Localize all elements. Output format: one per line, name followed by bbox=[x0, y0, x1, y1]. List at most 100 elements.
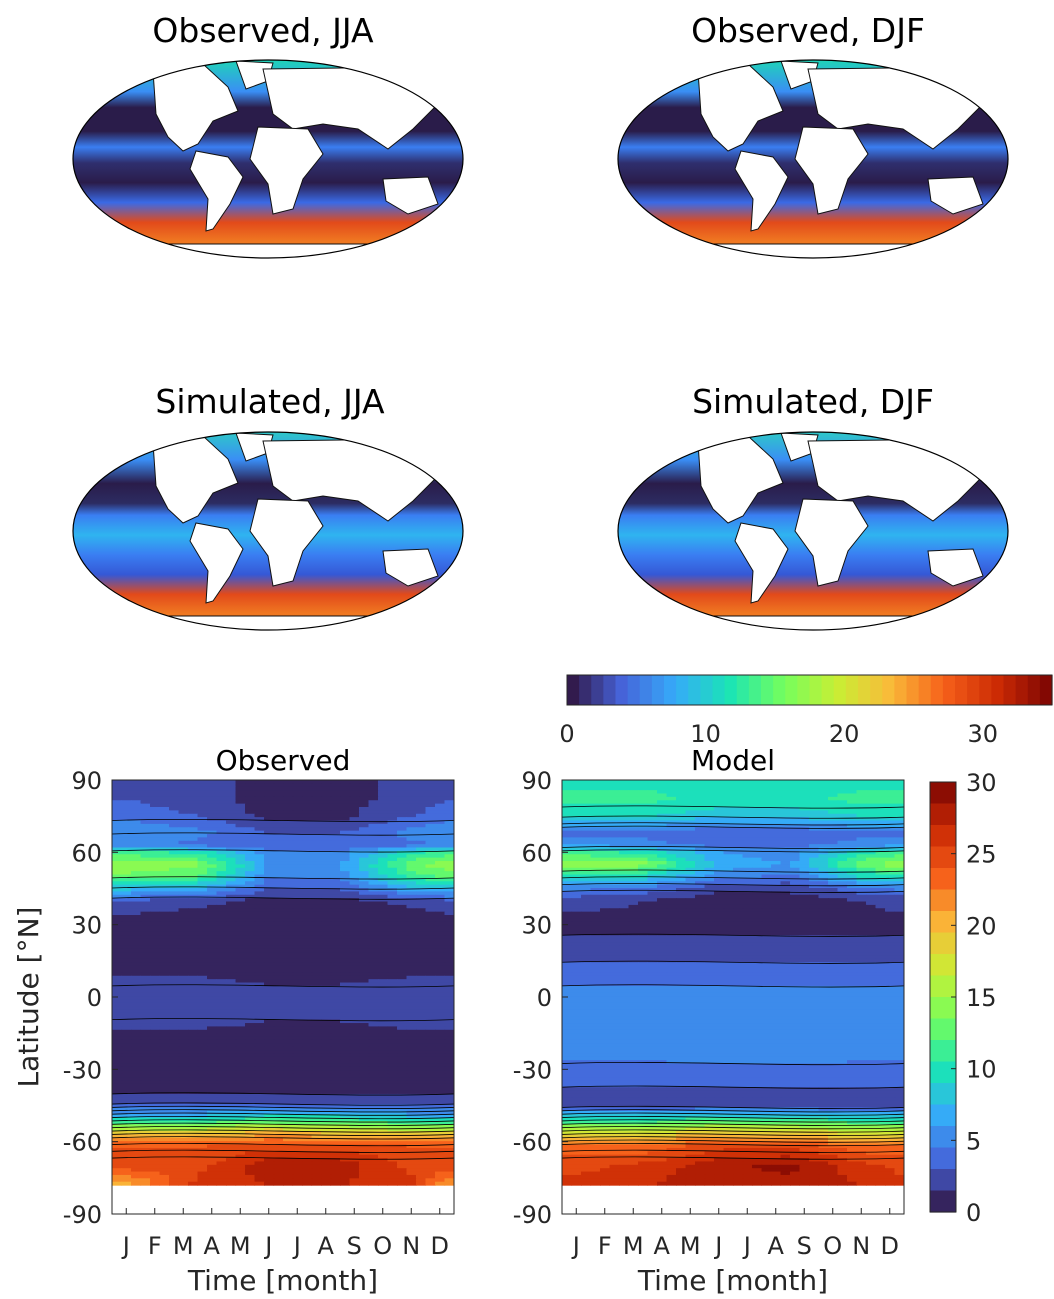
contour-cell bbox=[292, 834, 303, 838]
contour-cell bbox=[387, 952, 398, 957]
contour-cell bbox=[112, 969, 123, 974]
contour-cell bbox=[245, 840, 256, 845]
contour-cell bbox=[188, 958, 199, 963]
contour-cell bbox=[406, 874, 417, 879]
contour-cell bbox=[302, 1131, 313, 1136]
contour-cell bbox=[273, 790, 284, 795]
contour-cell bbox=[619, 796, 630, 801]
contour-cell bbox=[112, 1161, 123, 1166]
contour-cell bbox=[216, 908, 227, 913]
contour-cell bbox=[349, 1046, 360, 1051]
contour-cell bbox=[169, 952, 180, 957]
contour-cell bbox=[140, 1147, 151, 1152]
contour-cell bbox=[406, 1168, 417, 1173]
contour-cell bbox=[330, 1026, 341, 1031]
contour-cell bbox=[349, 911, 360, 916]
contour-cell bbox=[444, 847, 454, 852]
contour-cell bbox=[273, 844, 284, 849]
contour-cell bbox=[292, 1124, 303, 1129]
contour-cell bbox=[283, 1036, 294, 1041]
contour-cell bbox=[387, 1164, 398, 1169]
contour-cell bbox=[226, 1100, 237, 1105]
contour-cell bbox=[311, 1131, 322, 1136]
contour-cell bbox=[321, 942, 332, 947]
contour-cell bbox=[397, 1124, 408, 1129]
contour-cell bbox=[340, 871, 351, 876]
contour-cell bbox=[150, 780, 161, 784]
contour-cell bbox=[121, 1002, 132, 1007]
hcbar-swatch bbox=[664, 675, 677, 705]
contour-cell bbox=[425, 908, 436, 913]
contour-cell bbox=[321, 820, 332, 825]
contour-cell bbox=[112, 874, 123, 879]
contour-cell bbox=[112, 1050, 123, 1055]
contour-cell bbox=[302, 1077, 313, 1082]
contour-cell bbox=[245, 786, 256, 791]
contour-cell bbox=[425, 1164, 436, 1169]
contour-cell bbox=[283, 1077, 294, 1082]
contour-cell bbox=[150, 1110, 161, 1115]
contour-cell bbox=[733, 817, 744, 822]
contour-cell bbox=[330, 1141, 341, 1146]
contour-cell bbox=[321, 817, 332, 822]
contour-cell bbox=[444, 834, 454, 838]
contour-cell bbox=[112, 962, 123, 967]
contour-cell bbox=[302, 1053, 313, 1058]
contour-cell bbox=[397, 894, 408, 899]
contour-cell bbox=[254, 867, 265, 872]
contour-cell bbox=[188, 935, 199, 940]
contour-cell bbox=[397, 979, 408, 984]
contour-cell bbox=[321, 1131, 332, 1136]
contour-cell bbox=[416, 1114, 427, 1119]
contour-cell bbox=[397, 1060, 408, 1065]
contour-cell bbox=[425, 780, 436, 784]
contour-cell bbox=[340, 1033, 351, 1038]
contour-cell bbox=[292, 1070, 303, 1075]
contour-cell bbox=[368, 952, 379, 957]
contour-cell bbox=[425, 810, 436, 815]
contour-cell bbox=[302, 783, 313, 788]
contour-cell bbox=[112, 989, 123, 994]
contour-cell bbox=[368, 1134, 379, 1139]
contour-cell bbox=[340, 800, 351, 805]
contour-cell bbox=[207, 908, 218, 913]
contour-cell bbox=[378, 925, 389, 930]
contour-cell bbox=[302, 1033, 313, 1038]
contour-cell bbox=[340, 813, 351, 818]
contour-cell bbox=[562, 803, 573, 808]
contour-cell bbox=[311, 1039, 322, 1044]
contour-cell bbox=[150, 911, 161, 916]
contour-cell bbox=[780, 783, 791, 788]
contour-cell bbox=[131, 800, 142, 805]
contour-cell bbox=[378, 1107, 389, 1112]
contour-cell bbox=[311, 931, 322, 936]
contour-cell bbox=[330, 1117, 341, 1122]
contour-cell bbox=[406, 918, 417, 923]
contour-cell bbox=[121, 918, 132, 923]
contour-cell bbox=[178, 864, 189, 869]
contour-cell bbox=[112, 780, 123, 784]
contour-cell bbox=[197, 1036, 208, 1041]
contour-cell bbox=[349, 857, 360, 862]
contour-cell bbox=[207, 823, 218, 828]
contour-cell bbox=[406, 1127, 417, 1132]
contour-cell bbox=[273, 911, 284, 916]
contour-cell bbox=[416, 1124, 427, 1129]
contour-cell bbox=[226, 1137, 237, 1142]
contour-cell bbox=[273, 1060, 284, 1065]
contour-cell bbox=[112, 786, 123, 791]
contour-cell bbox=[292, 972, 303, 977]
contour-cell bbox=[131, 891, 142, 896]
contour-cell bbox=[416, 1144, 427, 1149]
contour-cell bbox=[416, 1016, 427, 1021]
contour-cell bbox=[799, 803, 810, 808]
contour-cell bbox=[349, 844, 360, 849]
contour-cell bbox=[368, 1009, 379, 1014]
contour-cell bbox=[349, 962, 360, 967]
contour-cell bbox=[321, 847, 332, 852]
contour-cell bbox=[378, 1144, 389, 1149]
contour-cell bbox=[368, 1171, 379, 1176]
contour-cell bbox=[435, 854, 446, 859]
contour-cell bbox=[368, 820, 379, 825]
contour-cell bbox=[216, 793, 227, 798]
